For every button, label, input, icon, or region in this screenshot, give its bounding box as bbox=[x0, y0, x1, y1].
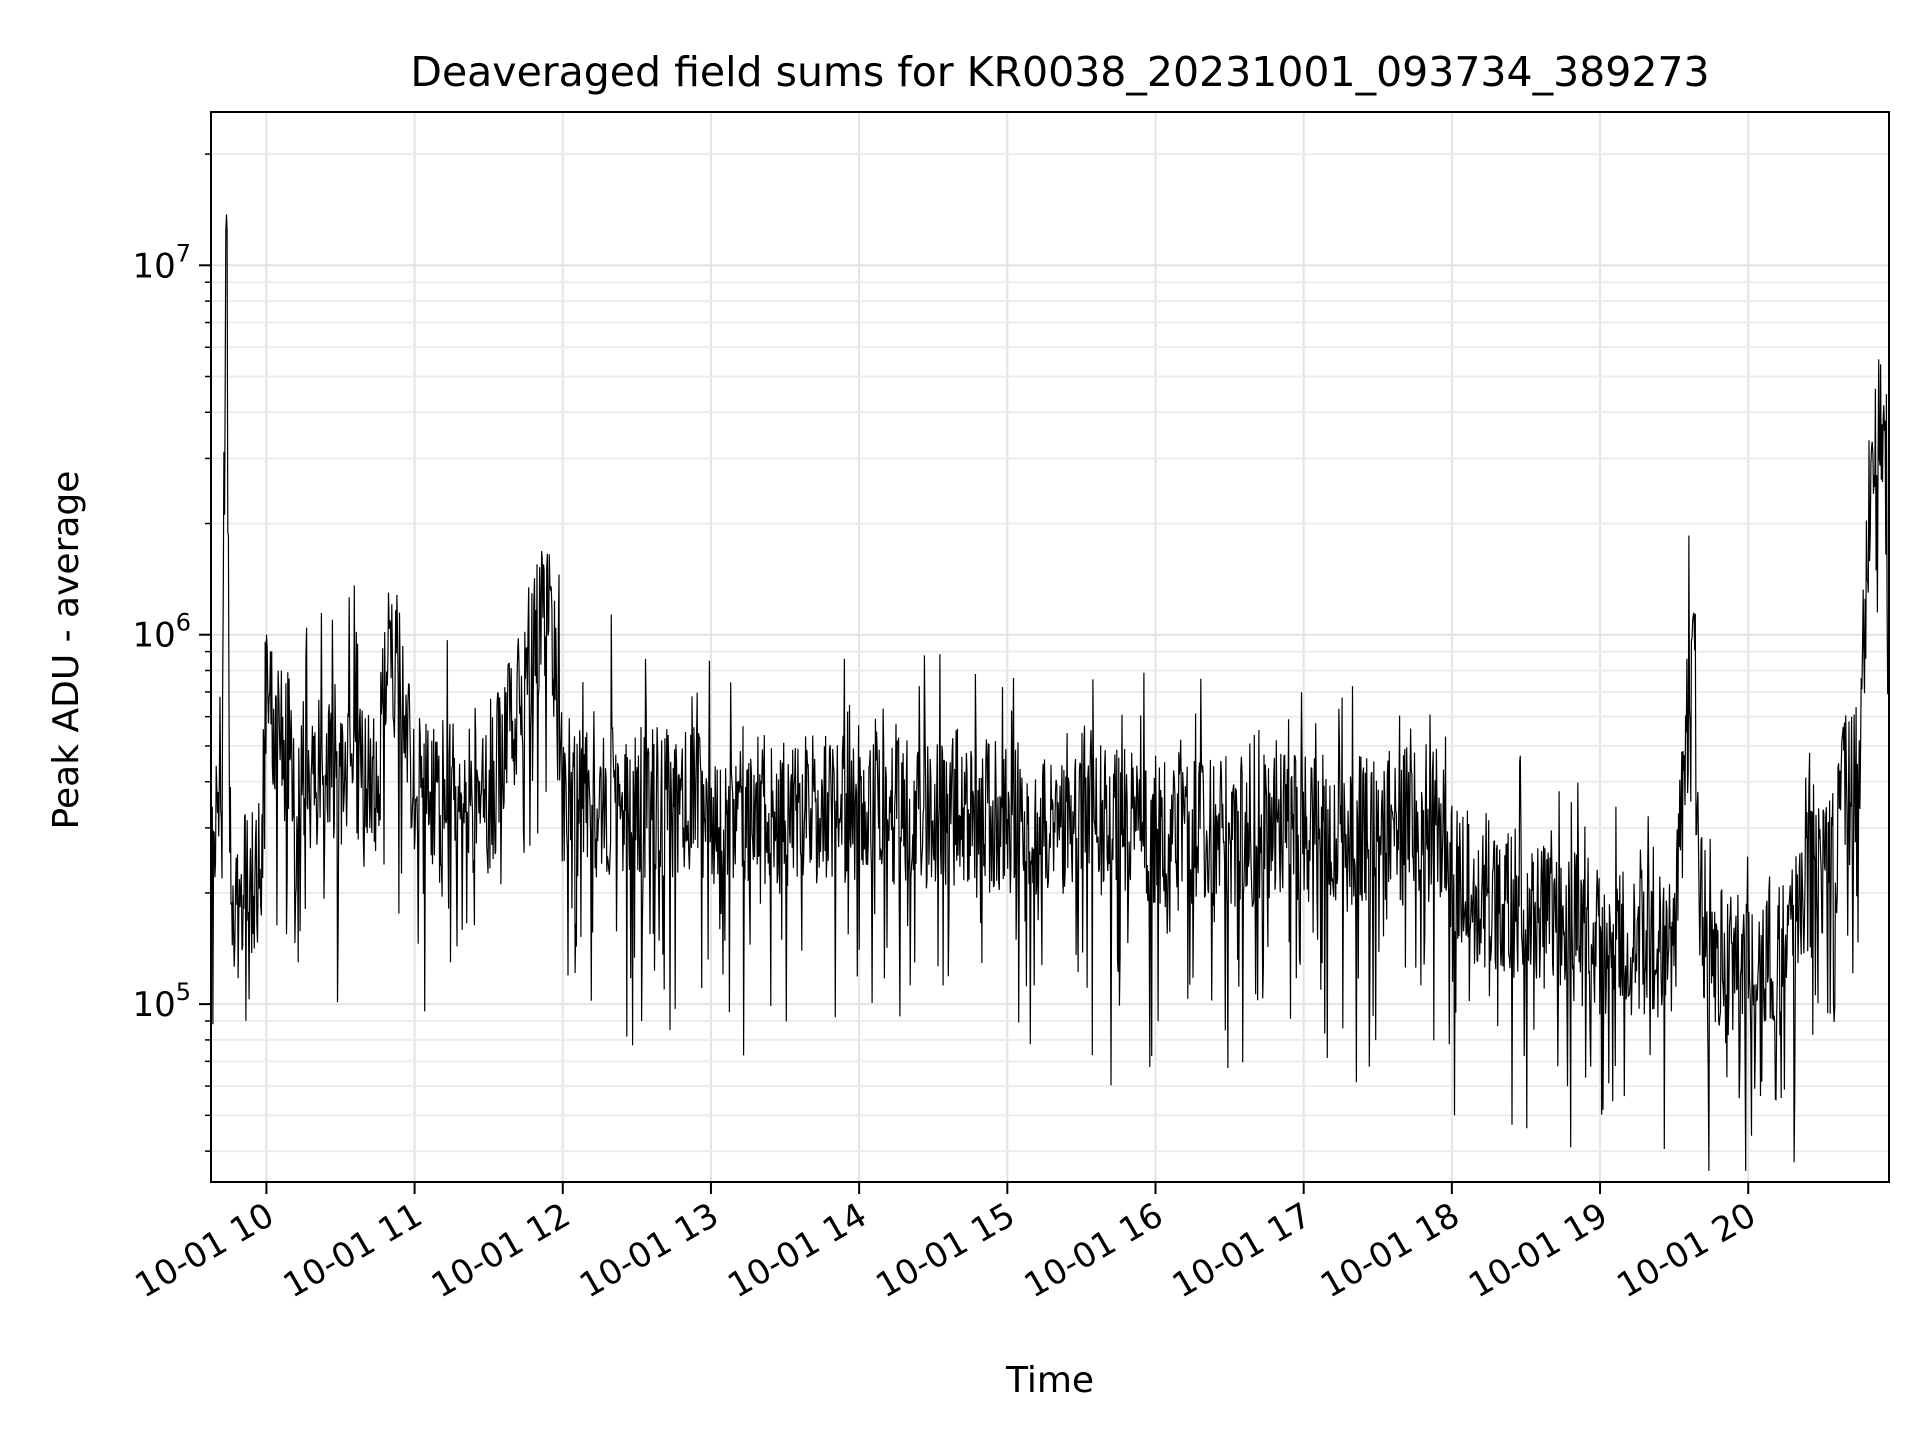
data-layer bbox=[210, 214, 1890, 1171]
x-tick-label: 10-01 13 bbox=[573, 1195, 725, 1306]
series-line bbox=[210, 214, 1890, 1171]
x-tick-label: 10-01 12 bbox=[425, 1195, 577, 1306]
x-axis-label: Time bbox=[1005, 1360, 1094, 1401]
x-tick-label: 10-01 20 bbox=[1610, 1195, 1762, 1306]
x-tick-label: 10-01 15 bbox=[869, 1195, 1021, 1306]
x-tick-label: 10-01 17 bbox=[1166, 1195, 1318, 1306]
x-tick-label: 10-01 19 bbox=[1462, 1195, 1614, 1306]
y-tick-label: 107 bbox=[132, 239, 191, 286]
y-axis-label: Peak ADU - average bbox=[46, 471, 87, 830]
grid-layer bbox=[211, 112, 1889, 1182]
x-tick-label: 10-01 14 bbox=[721, 1195, 873, 1306]
x-tick-label: 10-01 18 bbox=[1314, 1195, 1466, 1306]
y-tick-label: 106 bbox=[132, 609, 191, 656]
x-tick-label: 10-01 16 bbox=[1018, 1195, 1170, 1306]
x-tick-label: 10-01 11 bbox=[277, 1195, 429, 1306]
chart-title: Deaveraged field sums for KR0038_2023100… bbox=[410, 48, 1709, 96]
plot-frame bbox=[210, 111, 1890, 1183]
y-tick-label: 105 bbox=[132, 978, 191, 1025]
x-tick-label: 10-01 10 bbox=[129, 1195, 281, 1306]
